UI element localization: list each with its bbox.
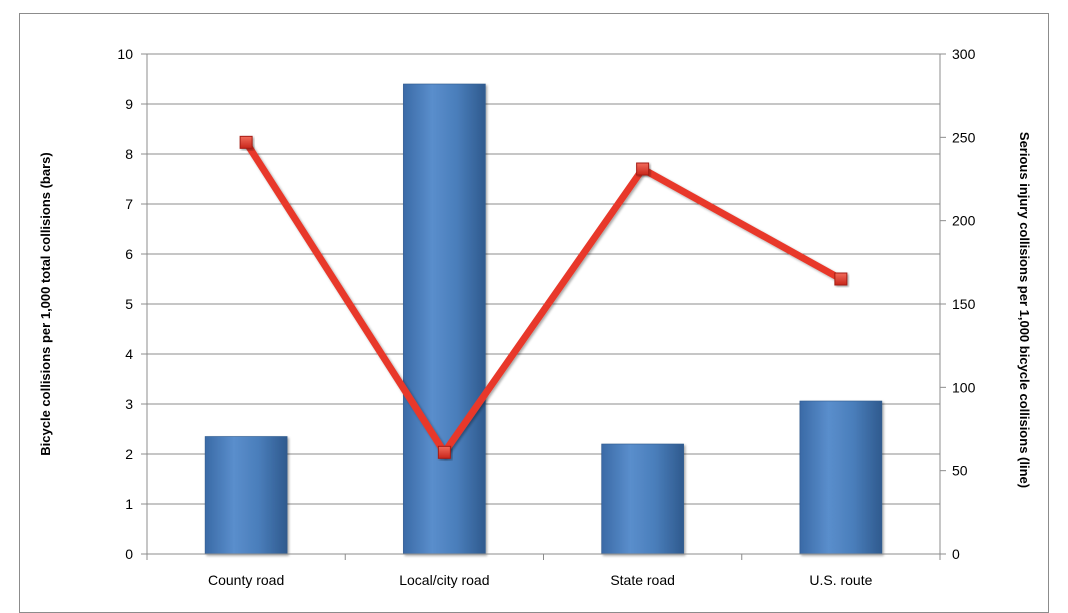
bar-state-road <box>601 443 684 555</box>
line-marker-county-road <box>239 135 253 149</box>
y-tick-label-left: 0 <box>125 546 133 562</box>
y-tick-label-right: 100 <box>952 379 976 395</box>
y-tick-label-left: 4 <box>125 346 133 362</box>
bar-local-city-road <box>403 83 486 555</box>
y-tick-label-right: 200 <box>952 213 976 229</box>
line-marker-u-s-route <box>834 272 848 286</box>
x-tick-label: County road <box>208 572 284 588</box>
y-axis-title-right: Serious injury collisions per 1,000 bicy… <box>1017 132 1032 488</box>
bar-u-s-route <box>799 400 883 555</box>
y-tick-label-left: 5 <box>125 296 133 312</box>
y-tick-label-left: 8 <box>125 146 133 162</box>
x-tick-label: State road <box>610 572 675 588</box>
bar-county-road <box>204 436 288 555</box>
y-tick-label-left: 6 <box>125 246 133 262</box>
y-tick-label-right: 250 <box>952 129 976 145</box>
x-tick-label: U.S. route <box>809 572 872 588</box>
line-marker-state-road <box>636 162 650 176</box>
y-tick-label-right: 0 <box>952 546 960 562</box>
x-tick-label: Local/city road <box>399 572 489 588</box>
y-tick-label-left: 1 <box>125 496 133 512</box>
axes <box>141 53 946 560</box>
y-tick-label-right: 50 <box>952 463 968 479</box>
line-path <box>243 140 843 459</box>
y-tick-label-left: 7 <box>125 196 133 212</box>
y-tick-label-left: 9 <box>125 96 133 112</box>
y-tick-label-right: 150 <box>952 296 976 312</box>
y-tick-label-left: 2 <box>125 446 133 462</box>
line-marker-local-city-road <box>437 445 451 459</box>
y-tick-label-left: 10 <box>117 46 133 62</box>
y-axis-title-left: Bicycle collisions per 1,000 total colli… <box>38 152 53 455</box>
line-series <box>239 135 848 459</box>
y-tick-label-left: 3 <box>125 396 133 412</box>
y-tick-label-right: 300 <box>952 46 976 62</box>
